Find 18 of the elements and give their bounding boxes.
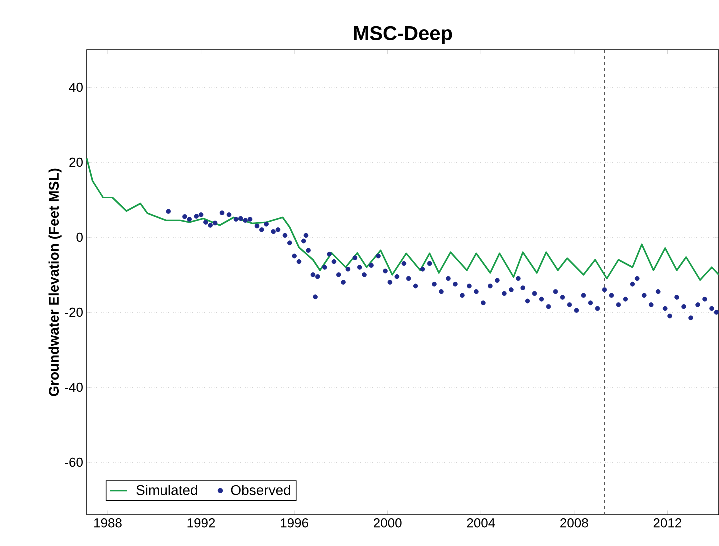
- legend-label: Observed: [231, 485, 290, 496]
- chart-title: MSC-Deep: [354, 26, 452, 44]
- x-tick-label: 1988: [94, 518, 122, 528]
- legend-label: Simulated: [136, 485, 198, 496]
- x-tick-label: 1996: [281, 518, 308, 528]
- y-tick-label: -20: [65, 308, 83, 318]
- x-tick-label: 2004: [467, 518, 496, 528]
- line-series: [86, 158, 719, 282]
- y-tick-label: -40: [65, 382, 83, 392]
- y-tick-label: 40: [69, 82, 83, 92]
- x-tick-label: 2012: [654, 518, 682, 528]
- x-tick-label: 1992: [188, 518, 216, 528]
- x-tick-label: 2000: [374, 518, 402, 528]
- y-tick-label: 0: [76, 232, 83, 242]
- y-tick-label: 20: [70, 158, 83, 168]
- x-tick-label: 2008: [560, 518, 588, 528]
- y-tick-label: -60: [65, 458, 83, 468]
- y-axis-title: Groundwater Elevation (Feet MSL): [48, 168, 62, 396]
